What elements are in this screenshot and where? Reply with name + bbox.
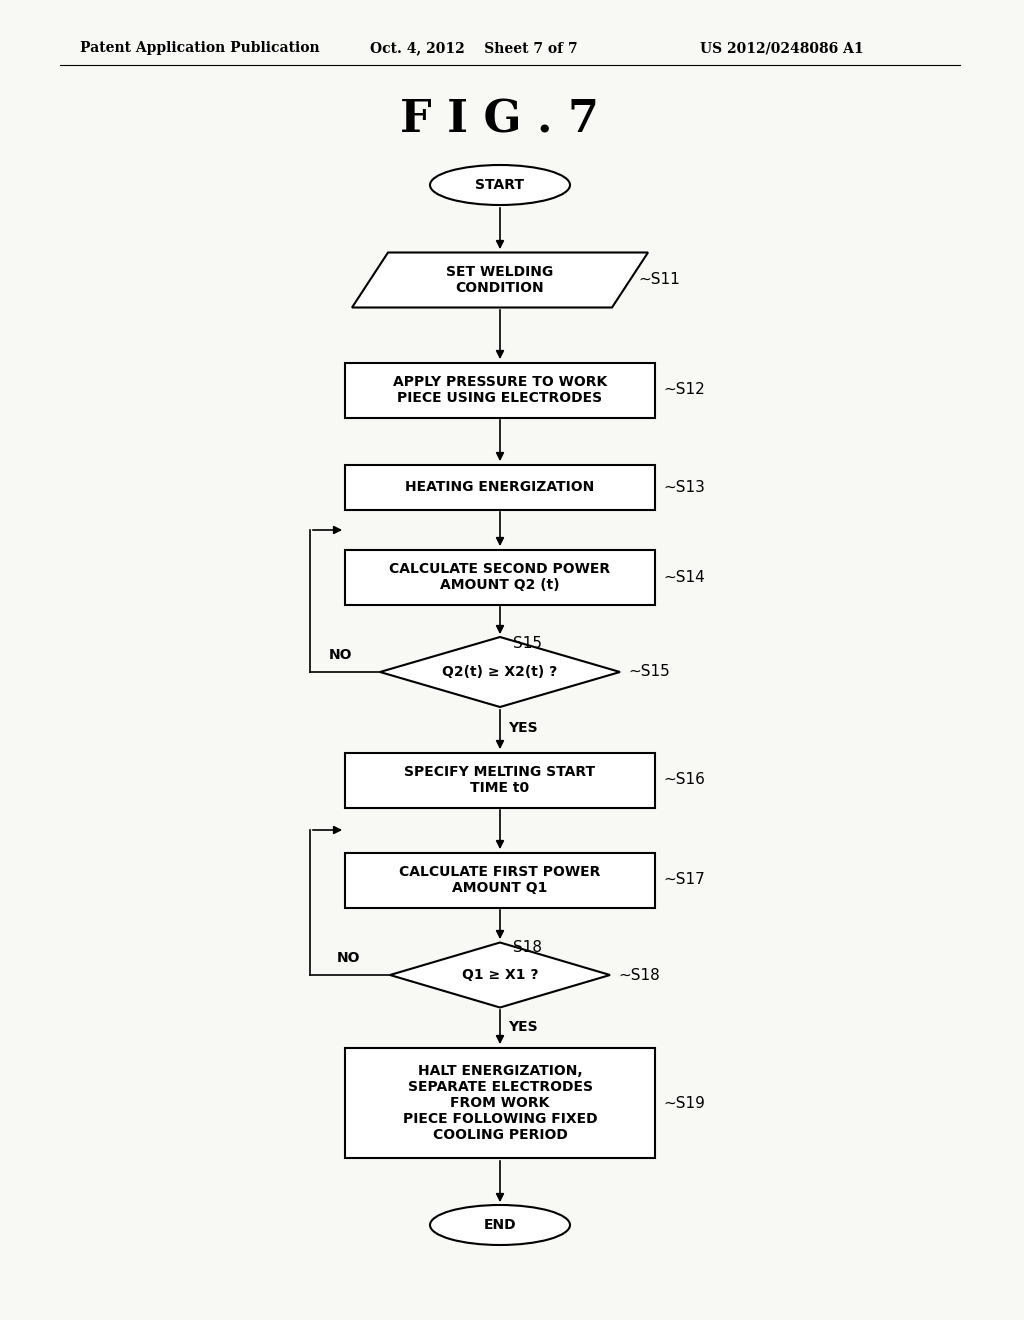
Text: S15: S15: [513, 635, 542, 651]
Text: Q2(t) ≥ X2(t) ?: Q2(t) ≥ X2(t) ?: [442, 665, 558, 678]
Bar: [345, 853, 655, 908]
Text: ∼S12: ∼S12: [663, 383, 705, 397]
Bar: [345, 465, 655, 510]
Text: END: END: [483, 1218, 516, 1232]
Text: CALCULATE SECOND POWER
AMOUNT Q2 (t): CALCULATE SECOND POWER AMOUNT Q2 (t): [389, 562, 610, 593]
Text: ∼S15: ∼S15: [628, 664, 670, 680]
Text: ∼S17: ∼S17: [663, 873, 705, 887]
Polygon shape: [380, 638, 620, 708]
Text: SPECIFY MELTING START
TIME t0: SPECIFY MELTING START TIME t0: [404, 764, 596, 795]
Text: Oct. 4, 2012    Sheet 7 of 7: Oct. 4, 2012 Sheet 7 of 7: [370, 41, 578, 55]
Text: HEATING ENERGIZATION: HEATING ENERGIZATION: [406, 480, 595, 494]
Text: S18: S18: [513, 940, 542, 956]
Text: YES: YES: [508, 721, 538, 735]
Text: ∼S14: ∼S14: [663, 569, 705, 585]
Text: START: START: [475, 178, 524, 191]
Text: APPLY PRESSURE TO WORK
PIECE USING ELECTRODES: APPLY PRESSURE TO WORK PIECE USING ELECT…: [393, 375, 607, 405]
Bar: [345, 363, 655, 417]
Text: ∼S11: ∼S11: [638, 272, 680, 288]
Text: Q1 ≥ X1 ?: Q1 ≥ X1 ?: [462, 968, 539, 982]
Ellipse shape: [430, 1205, 570, 1245]
Polygon shape: [390, 942, 610, 1007]
Text: ∼S16: ∼S16: [663, 772, 705, 788]
Bar: [345, 1048, 655, 1158]
Text: F I G . 7: F I G . 7: [400, 99, 599, 141]
Text: NO: NO: [329, 648, 352, 663]
Text: NO: NO: [336, 950, 359, 965]
Text: ∼S19: ∼S19: [663, 1096, 705, 1110]
Text: ∼S18: ∼S18: [618, 968, 659, 982]
Text: CALCULATE FIRST POWER
AMOUNT Q1: CALCULATE FIRST POWER AMOUNT Q1: [399, 865, 601, 895]
Text: Patent Application Publication: Patent Application Publication: [80, 41, 319, 55]
Bar: [345, 549, 655, 605]
Text: ∼S13: ∼S13: [663, 479, 705, 495]
Polygon shape: [352, 252, 648, 308]
Text: HALT ENERGIZATION,
SEPARATE ELECTRODES
FROM WORK
PIECE FOLLOWING FIXED
COOLING P: HALT ENERGIZATION, SEPARATE ELECTRODES F…: [402, 1064, 597, 1142]
Bar: [345, 752, 655, 808]
Ellipse shape: [430, 165, 570, 205]
Text: US 2012/0248086 A1: US 2012/0248086 A1: [700, 41, 863, 55]
Text: YES: YES: [508, 1020, 538, 1034]
Text: SET WELDING
CONDITION: SET WELDING CONDITION: [446, 265, 554, 296]
